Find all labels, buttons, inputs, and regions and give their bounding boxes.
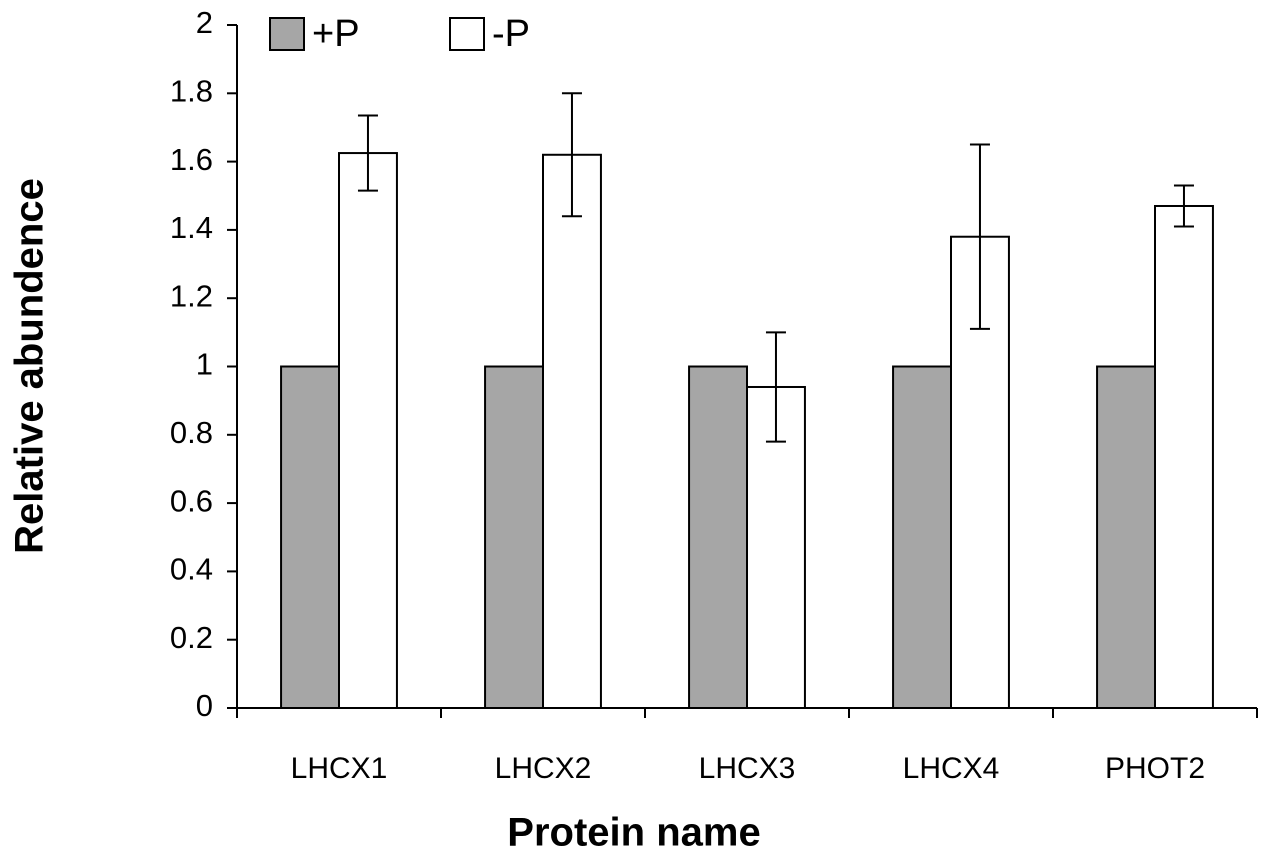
y-axis-title: Relative abundence [8, 178, 52, 554]
legend-label: +P [312, 13, 360, 55]
bar [1154, 204, 1214, 709]
y-tick-label: 1.2 [170, 278, 213, 313]
y-tick-label: 0.8 [170, 415, 213, 450]
legend-swatch [269, 17, 305, 51]
x-tick-label: LHCX1 [291, 752, 388, 785]
error-bar [969, 143, 990, 330]
y-tick-label: 2 [196, 5, 213, 40]
error-bar [1173, 184, 1194, 228]
x-axis-title: Protein name [507, 811, 760, 855]
bar [892, 365, 953, 709]
bar [1096, 365, 1156, 709]
legend-label: -P [492, 13, 530, 55]
y-tick-label: 1.6 [170, 142, 213, 177]
bar [280, 365, 340, 709]
y-tick-label: 0.6 [170, 483, 213, 518]
error-bar [357, 114, 378, 192]
y-tick-label: 0.2 [170, 620, 213, 655]
y-tick-label: 1.8 [170, 73, 213, 108]
y-tick-label: 0 [196, 688, 213, 723]
y-tick-label: 0.4 [170, 552, 213, 587]
bar [484, 365, 544, 709]
legend-swatch [449, 17, 485, 51]
bar [542, 153, 602, 709]
bar [338, 152, 398, 709]
x-tick-label: PHOT2 [1105, 752, 1205, 785]
error-bar [561, 92, 582, 218]
x-tick-label: LHCX4 [903, 752, 1000, 785]
bar [688, 365, 749, 709]
x-tick-label: LHCX2 [495, 752, 592, 785]
x-tick-label: LHCX3 [699, 752, 796, 785]
error-bar [765, 331, 786, 443]
y-tick-label: 1.4 [170, 210, 213, 245]
y-tick-label: 1 [196, 347, 213, 382]
